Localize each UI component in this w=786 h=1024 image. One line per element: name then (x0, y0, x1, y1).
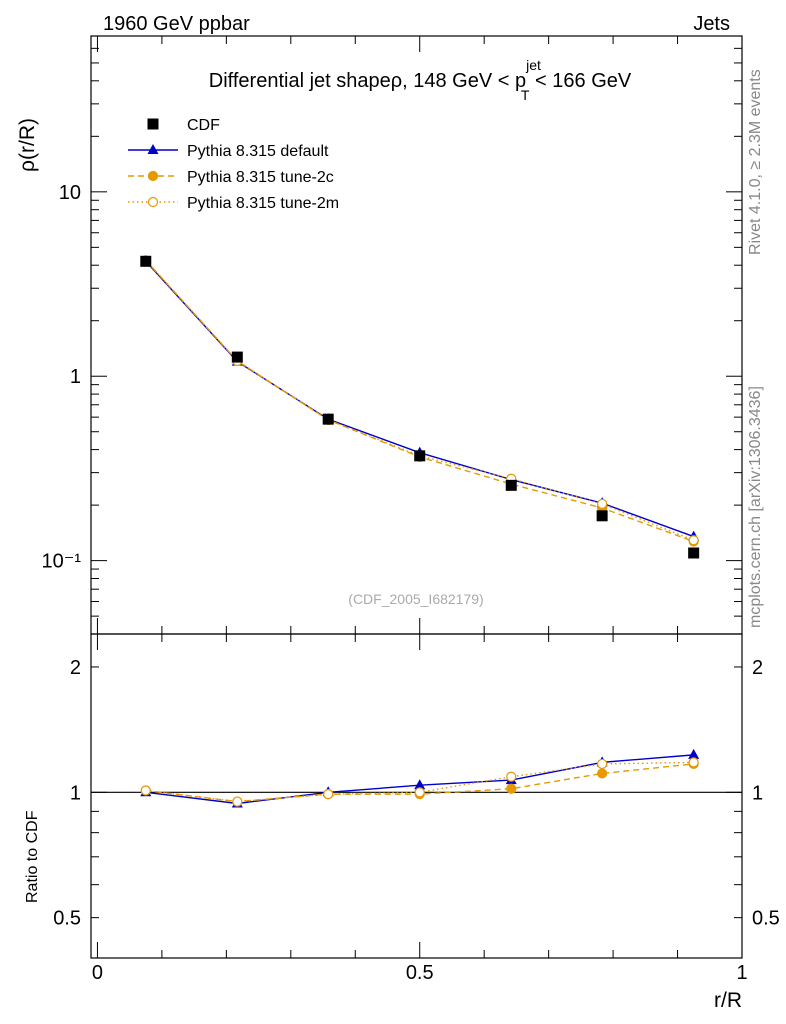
legend-label-pythia-8-315-tune-2c: Pythia 8.315 tune-2c (187, 169, 334, 186)
point-cdf (140, 255, 152, 267)
point-cdf (505, 479, 517, 491)
mcplots-label: mcplots.cern.ch [arXiv:1306.3436] (747, 386, 764, 628)
legend-marker-pythia-8-315-default (147, 144, 159, 154)
point-cdf (688, 547, 700, 559)
y-tick-label: 10 (59, 182, 81, 204)
point-pythia-8-315-tune-2m (140, 785, 151, 796)
point-cdf (322, 413, 334, 425)
series-line-pythia-8-315-tune-2c (145, 259, 694, 543)
ratio-panel: 2 2 1 1 0.5 0.5 0 0.5 1 (53, 633, 780, 984)
point-cdf (231, 351, 243, 363)
point-pythia-8-315-tune-2m (688, 757, 699, 768)
title-suffix: < 166 GeV (529, 70, 631, 92)
point-pythia-8-315-tune-2m (506, 771, 517, 782)
y-tick-label: 1 (752, 782, 763, 804)
header-right: Jets (693, 13, 730, 35)
legend-marker-cdf (147, 118, 159, 130)
point-pythia-8-315-tune-2c (506, 783, 517, 794)
series-line-pythia-8-315-default (145, 260, 694, 538)
x-tick-label: 0 (92, 962, 103, 984)
y-tick-label: 10⁻¹ (42, 551, 82, 573)
main-y-axis-label: ρ(r/R) (16, 118, 39, 172)
chart-title: Differential jet shapeρ, 148 GeV < pjet T… (209, 57, 632, 103)
legend-label-cdf: CDF (187, 117, 220, 134)
point-pythia-8-315-tune-2m (597, 758, 608, 770)
ratio-y-axis-label: Ratio to CDF (24, 810, 41, 903)
y-tick-label: 0.5 (53, 908, 81, 930)
title-prefix: Differential jet shapeρ, 148 GeV < p (209, 70, 526, 92)
main-panel: 10 1 10⁻¹ (42, 35, 743, 635)
legend-marker-pythia-8-315-tune-2m (147, 196, 159, 208)
y-tick-label: 2 (70, 657, 81, 679)
title-superscript: jet (525, 57, 541, 73)
x-tick-label: 1 (736, 962, 747, 984)
rivet-version-label: Rivet 4.1.0, ≥ 2.3M events (747, 69, 764, 255)
point-pythia-8-315-tune-2c (597, 768, 608, 779)
point-pythia-8-315-tune-2m (323, 789, 334, 800)
point-pythia-8-315-default (414, 779, 426, 790)
plot-frame (90, 633, 743, 959)
analysis-watermark: (CDF_2005_I682179) (348, 591, 483, 607)
x-tick-label: 0.5 (406, 962, 434, 984)
legend-label-pythia-8-315-default: Pythia 8.315 default (187, 143, 329, 160)
point-pythia-8-315-tune-2m (597, 498, 608, 510)
legend: CDF Pythia 8.315 default Pythia 8.315 tune… (128, 117, 339, 212)
y-tick-label: 0.5 (752, 908, 780, 930)
point-cdf (596, 510, 608, 522)
y-tick-label: 1 (70, 782, 81, 804)
legend-label-pythia-8-315-tune-2m: Pythia 8.315 tune-2m (187, 195, 339, 212)
point-cdf (414, 450, 426, 462)
series-line-pythia-8-315-tune-2m (145, 259, 694, 541)
header-left: 1960 GeV ppbar (103, 13, 250, 35)
point-pythia-8-315-tune-2m (688, 535, 699, 546)
point-pythia-8-315-tune-2m (414, 787, 425, 798)
point-pythia-8-315-tune-2m (232, 796, 243, 807)
y-tick-label: 2 (752, 657, 763, 679)
point-pythia-8-315-default (688, 748, 700, 759)
title-subscript: T (521, 87, 530, 103)
y-tick-label: 1 (70, 366, 81, 388)
x-axis-label: r/R (714, 989, 742, 1012)
legend-marker-pythia-8-315-tune-2c (147, 170, 159, 182)
